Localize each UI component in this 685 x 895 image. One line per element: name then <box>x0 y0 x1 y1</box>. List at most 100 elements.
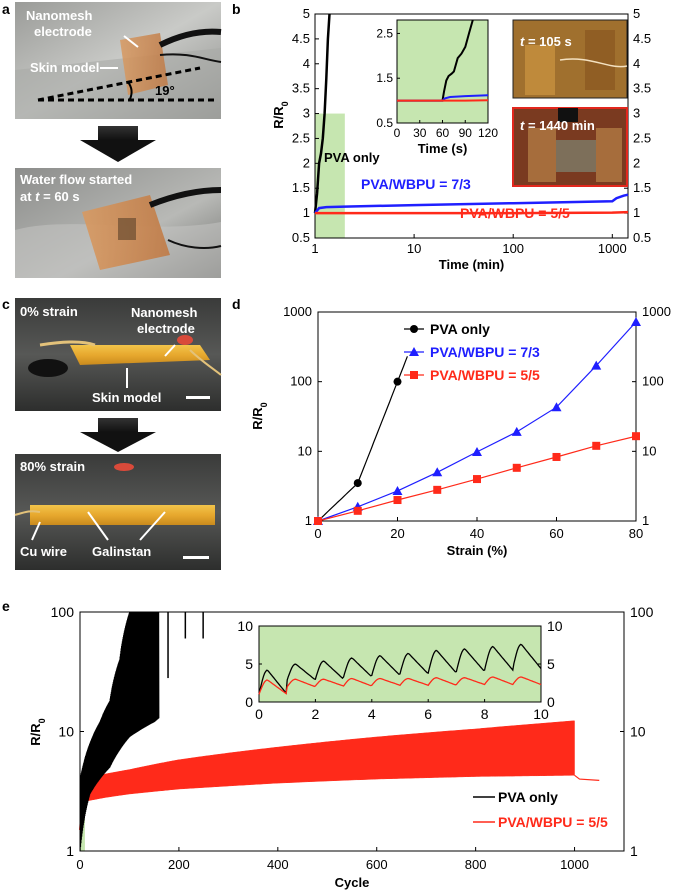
series-line-pva <box>317 356 408 522</box>
label-80-strain: 80% strain <box>20 459 85 474</box>
y-tick-label: 0.5 <box>292 230 310 245</box>
label-cu-wire: Cu wire <box>20 544 67 559</box>
inset-x-tick-label: 0 <box>255 706 263 722</box>
label-electrode: electrode <box>34 24 92 39</box>
y-tick-label-right: 10 <box>630 724 646 740</box>
inset-x-tick-label: 4 <box>368 706 376 722</box>
x-tick-label: 100 <box>502 241 524 256</box>
data-point-55 <box>592 441 601 450</box>
y-tick-label-right: 2 <box>633 155 640 170</box>
data-point-55 <box>314 517 322 525</box>
chart-e-inset: 0 05 510 100 2 4 6 8 10 <box>237 618 562 722</box>
inset-y-tick-label-right: 5 <box>547 656 555 672</box>
x-tick-label: 20 <box>390 526 404 541</box>
inset-series-line <box>397 19 474 102</box>
x-tick-label: 800 <box>465 857 487 872</box>
y-axis-label: R/R0 <box>250 402 269 429</box>
panel-c-letter: c <box>2 296 10 312</box>
label-pva-wbpu-55: PVA/WBPU = 5/5 <box>460 205 570 221</box>
y-tick-label: 1000 <box>283 304 312 319</box>
y-tick-label: 1 <box>305 513 312 528</box>
shaded-region <box>315 113 345 238</box>
y-tick-label-right: 3.5 <box>633 81 651 96</box>
panel-c-arrow <box>80 418 156 452</box>
inset-x-tick-label: 90 <box>459 126 473 140</box>
data-point-73 <box>472 446 482 456</box>
inset-y-tick-label: 0 <box>245 694 253 710</box>
data-point-73 <box>631 316 641 326</box>
x-tick-label: 80 <box>629 526 643 541</box>
chart-b: 0.5 0.51 11.5 1.52 22.5 2.53 33.5 3.54 44.5 4.55 5… <box>271 6 651 272</box>
y-tick-label: 10 <box>58 724 74 740</box>
y-tick-label: 2 <box>303 155 310 170</box>
label-nanomesh: Nanomesh <box>26 8 93 23</box>
y-tick-label: 2.5 <box>292 130 310 145</box>
y-tick-label-right: 1 <box>642 513 649 528</box>
data-point-pva <box>353 479 362 488</box>
x-tick-label: 1000 <box>598 241 627 256</box>
legend-label: PVA only <box>498 789 558 805</box>
inset-x-tick-label: 30 <box>413 126 427 140</box>
y-tick-label-right: 1000 <box>642 304 671 319</box>
panel-b-photos: t = 105 s t = 1440 min <box>512 19 628 187</box>
inset-frame <box>258 625 542 703</box>
label-angle: 19° <box>155 83 175 98</box>
data-point-55 <box>353 506 362 515</box>
y-tick-label: 5 <box>303 6 310 21</box>
inset-y-tick-label-right: 0 <box>547 694 555 710</box>
panel-d-letter: d <box>232 296 241 312</box>
series-band-pva <box>79 611 160 852</box>
chart-d: 1 1 10 10 100 100 1000 1000 0 20 40 60 80 Strain (%) R… <box>250 304 671 558</box>
inset-y-tick-label: 2.5 <box>376 26 393 40</box>
x-tick-label: 600 <box>366 857 388 872</box>
y-tick-label-right: 0.5 <box>633 230 651 245</box>
x-tick-label: 0 <box>314 526 321 541</box>
y-tick-label: 10 <box>298 443 312 458</box>
inset-y-tick-label: 5 <box>245 656 253 672</box>
x-tick-label: 10 <box>407 241 421 256</box>
panel-a-photo-top: Nanomesh electrode Skin model 19° <box>15 2 222 119</box>
panel-c-photo-bottom: 80% strain Cu wire Galinstan <box>14 454 221 570</box>
legend-label: PVA only <box>430 321 490 337</box>
x-tick-label: 1000 <box>560 857 589 872</box>
panel-c-photo-top: 0% strain Nanomesh electrode Skin model <box>15 298 222 411</box>
legend-label: PVA/WBPU = 5/5 <box>430 367 540 383</box>
y-tick-label-right: 10 <box>642 443 656 458</box>
label-galinstan: Galinstan <box>92 544 151 559</box>
panel-a-arrow <box>80 126 156 162</box>
data-point-55 <box>473 475 481 484</box>
inset-y-tick-label: 0.5 <box>376 116 393 130</box>
y-tick-label: 3 <box>303 106 310 121</box>
y-tick-label-right: 4 <box>633 56 640 71</box>
label-water-flow: Water flow started <box>20 172 132 187</box>
inset-x-tick-label: 10 <box>533 706 549 722</box>
y-tick-label-right: 2.5 <box>633 130 651 145</box>
y-tick-label: 4.5 <box>292 31 310 46</box>
photo-t1440-label: t = 1440 min <box>520 118 595 133</box>
label-skin-model: Skin model <box>30 60 99 75</box>
inset-x-tick-label: 6 <box>424 706 432 722</box>
inset-series-line <box>258 643 542 695</box>
x-tick-label: 40 <box>470 526 484 541</box>
nanomesh-patch <box>120 33 168 95</box>
legend-label: PVA/WBPU = 7/3 <box>430 344 540 360</box>
label-pva-only: PVA only <box>324 150 380 165</box>
scale-bar <box>186 396 210 399</box>
inset-y-tick-label: 10 <box>237 618 253 634</box>
series-line <box>315 210 629 215</box>
data-point-73 <box>392 485 403 495</box>
legend-marker <box>410 325 418 333</box>
x-tick-label: 1 <box>311 241 318 256</box>
label-skin-model-c: Skin model <box>92 390 161 405</box>
inset-x-tick-label: 8 <box>481 706 489 722</box>
inset-y-tick-label-right: 10 <box>547 618 563 634</box>
series-line <box>313 13 331 214</box>
inset-x-tick-label: 2 <box>312 706 320 722</box>
y-axis-label: R/R0 <box>271 101 290 128</box>
data-point-73 <box>511 426 522 436</box>
label-water-time: at t = 60 s <box>20 189 80 204</box>
x-axis-label: Time (min) <box>439 257 505 272</box>
panel-a-letter: a <box>2 1 10 17</box>
